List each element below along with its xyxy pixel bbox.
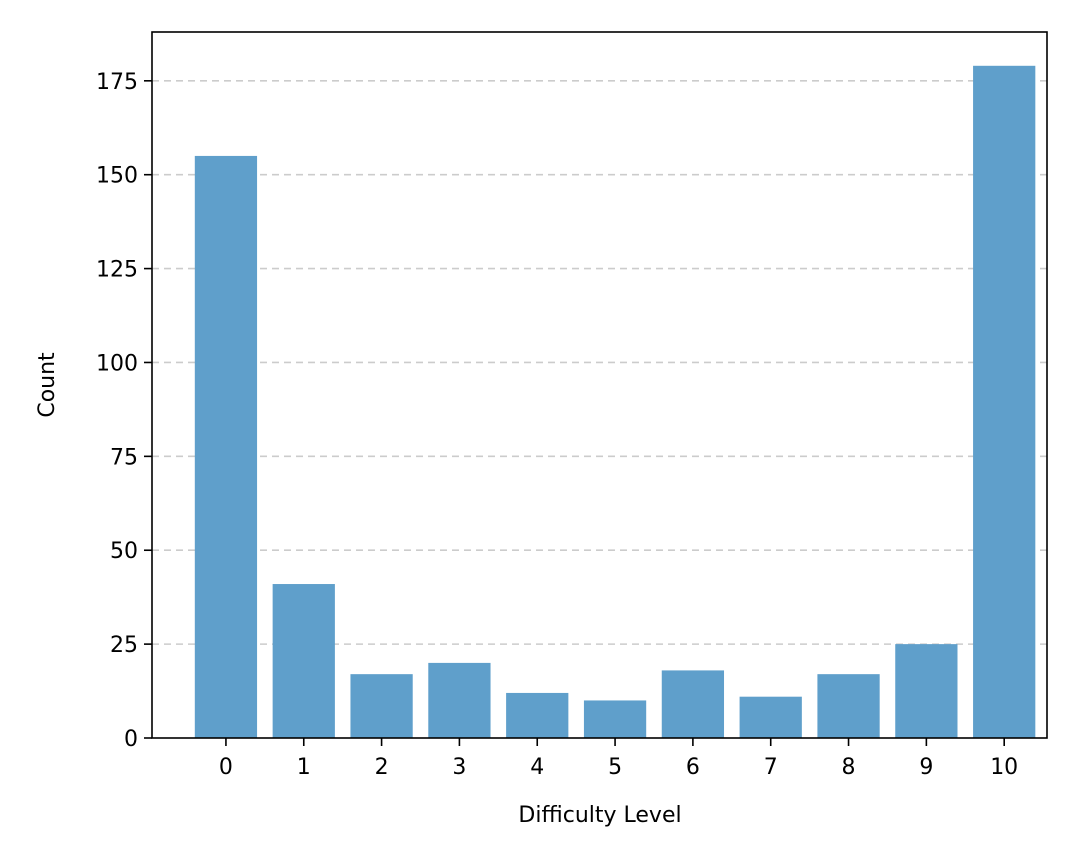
x-tick-label: 6 — [686, 755, 700, 780]
x-tick-label: 1 — [297, 755, 311, 780]
y-tick-label: 50 — [110, 539, 138, 564]
plot-frame — [151, 31, 1048, 739]
y-ticks: 0 25 50 75 100 125 150 175 — [96, 70, 152, 752]
x-tick-label: 0 — [219, 755, 233, 780]
x-tick-label: 7 — [764, 755, 778, 780]
grid-layer — [152, 80, 1047, 645]
bar-9 — [895, 644, 958, 738]
x-ticks: 0 1 2 3 4 5 6 7 8 9 10 — [219, 738, 1018, 780]
y-tick-label: 125 — [96, 258, 138, 283]
bar-0 — [194, 155, 258, 738]
y-tick-label: 100 — [96, 351, 138, 376]
x-tick-label: 9 — [919, 755, 933, 780]
y-tick-label: 175 — [96, 70, 138, 95]
bar-2 — [350, 674, 413, 738]
bar-3 — [428, 662, 491, 738]
bar-5 — [583, 700, 647, 738]
x-tick-label: 3 — [452, 755, 466, 780]
bar-1 — [272, 584, 335, 738]
bar-7 — [739, 696, 802, 738]
bar-4 — [506, 692, 569, 738]
bar-8 — [817, 674, 880, 738]
y-tick-label: 75 — [110, 445, 138, 470]
x-tick-label: 5 — [608, 755, 622, 780]
bars-layer — [194, 65, 1036, 739]
y-tick-label: 25 — [110, 633, 138, 658]
bar-10 — [973, 65, 1036, 739]
x-tick-label: 10 — [990, 755, 1018, 780]
x-tick-label: 4 — [530, 755, 544, 780]
y-tick-label: 0 — [124, 727, 138, 752]
bar-6 — [661, 670, 725, 738]
y-tick-label: 150 — [96, 164, 138, 189]
y-axis-label: Count — [35, 352, 60, 418]
x-tick-label: 8 — [842, 755, 856, 780]
x-tick-label: 2 — [375, 755, 389, 780]
x-axis-label: Difficulty Level — [518, 803, 681, 828]
